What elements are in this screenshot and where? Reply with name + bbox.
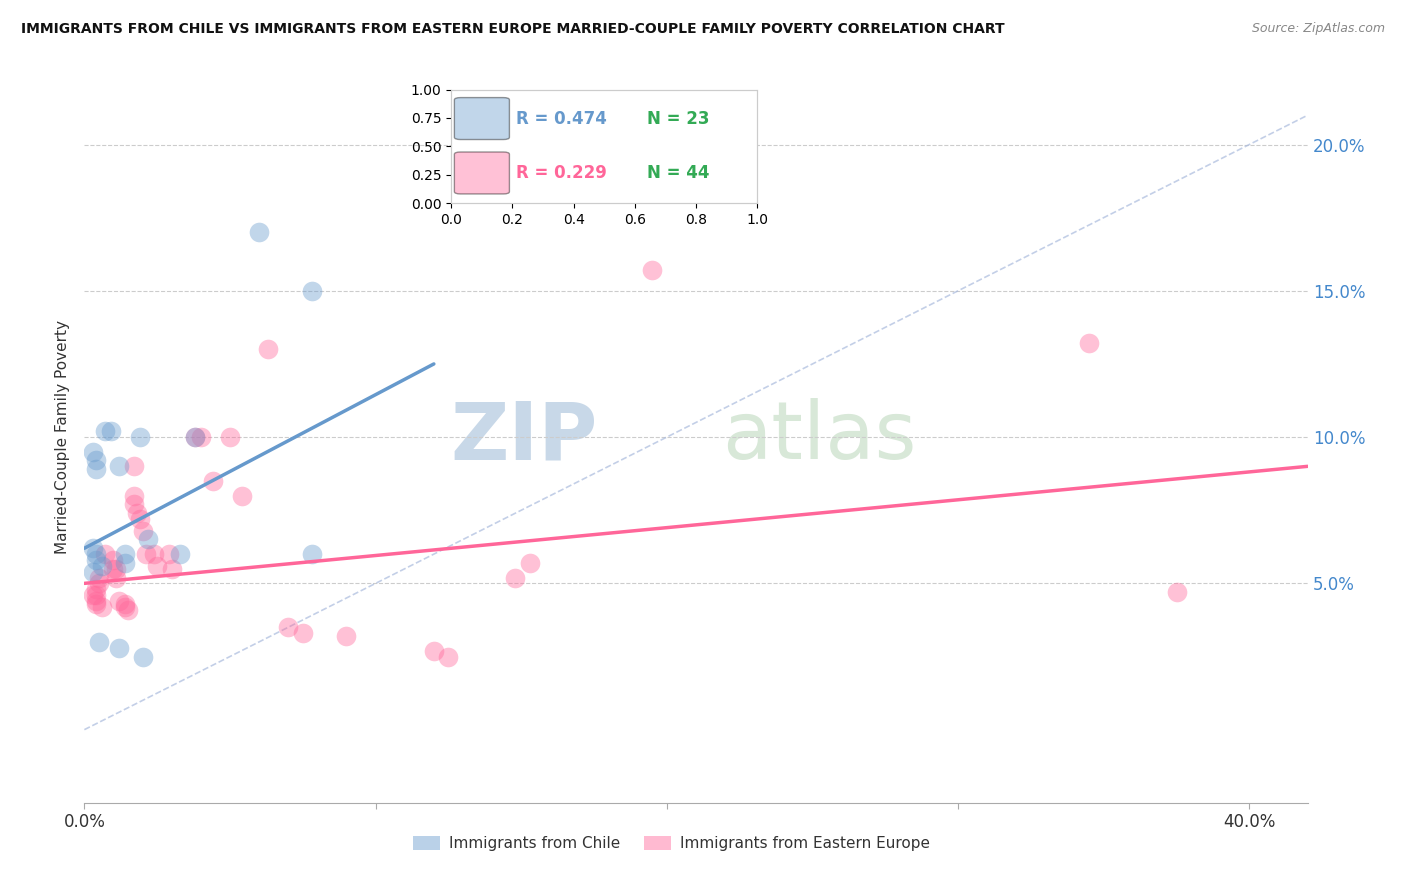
Legend: Immigrants from Chile, Immigrants from Eastern Europe: Immigrants from Chile, Immigrants from E…: [406, 830, 936, 857]
Point: [169, 547, 191, 561]
Point: [114, 597, 136, 611]
Point: [301, 547, 323, 561]
Point: [257, 343, 280, 357]
Y-axis label: Married-Couple Family Poverty: Married-Couple Family Poverty: [55, 320, 70, 554]
Point: [125, 506, 148, 520]
Point: [519, 556, 541, 570]
Point: [103, 562, 125, 576]
Point: [201, 474, 224, 488]
Point: [1166, 585, 1188, 599]
Point: [423, 643, 446, 657]
Point: [84, 553, 107, 567]
Point: [184, 430, 207, 444]
Point: [84, 594, 107, 608]
Point: [87, 576, 110, 591]
Point: [93, 547, 115, 561]
Point: [84, 582, 107, 597]
Point: [138, 533, 160, 547]
Point: [291, 626, 314, 640]
Point: [84, 588, 107, 602]
Point: [82, 565, 104, 579]
Point: [82, 444, 104, 458]
Point: [84, 597, 107, 611]
Text: ZIP: ZIP: [451, 398, 598, 476]
Point: [82, 541, 104, 556]
Point: [128, 512, 150, 526]
Point: [277, 620, 299, 634]
Point: [131, 649, 153, 664]
Point: [87, 635, 110, 649]
Point: [122, 459, 145, 474]
Point: [82, 588, 104, 602]
Point: [184, 430, 207, 444]
Point: [108, 640, 131, 655]
Point: [87, 570, 110, 584]
Point: [135, 547, 157, 561]
Point: [103, 553, 125, 567]
Point: [100, 424, 122, 438]
Point: [90, 599, 112, 614]
Point: [143, 547, 166, 561]
Text: Source: ZipAtlas.com: Source: ZipAtlas.com: [1251, 22, 1385, 36]
Point: [160, 562, 183, 576]
Point: [301, 284, 323, 298]
Point: [122, 497, 145, 511]
Point: [84, 453, 107, 467]
Point: [105, 562, 128, 576]
Point: [114, 599, 136, 614]
Point: [219, 430, 242, 444]
Point: [247, 225, 270, 239]
Text: atlas: atlas: [721, 398, 917, 476]
Point: [114, 556, 136, 570]
Point: [90, 558, 112, 573]
Point: [1078, 336, 1101, 351]
Point: [117, 603, 139, 617]
Point: [84, 547, 107, 561]
Point: [157, 547, 180, 561]
Point: [641, 263, 664, 277]
Point: [128, 430, 150, 444]
Point: [105, 570, 128, 584]
Point: [108, 594, 131, 608]
Point: [231, 489, 253, 503]
Point: [505, 570, 527, 584]
Point: [114, 547, 136, 561]
Text: IMMIGRANTS FROM CHILE VS IMMIGRANTS FROM EASTERN EUROPE MARRIED-COUPLE FAMILY PO: IMMIGRANTS FROM CHILE VS IMMIGRANTS FROM…: [21, 22, 1005, 37]
Point: [437, 649, 460, 664]
Point: [122, 489, 145, 503]
Point: [131, 524, 153, 538]
Point: [146, 558, 169, 573]
Point: [190, 430, 212, 444]
Point: [84, 462, 107, 476]
Point: [93, 424, 115, 438]
Point: [108, 459, 131, 474]
Point: [335, 629, 357, 643]
